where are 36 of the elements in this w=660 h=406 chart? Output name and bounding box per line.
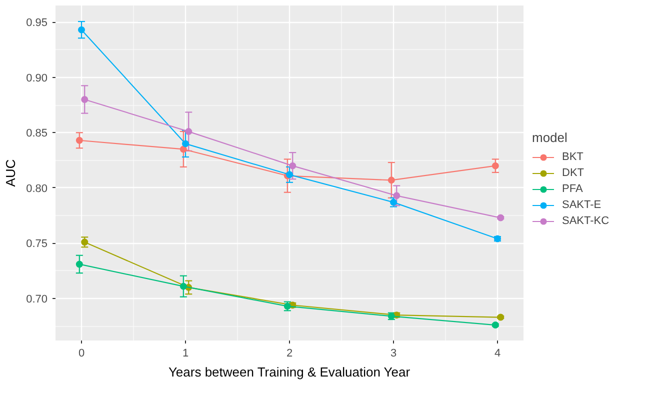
point bbox=[393, 192, 400, 200]
y-tick-label: 0.75 bbox=[26, 238, 48, 250]
point bbox=[180, 282, 187, 290]
point bbox=[182, 140, 189, 148]
y-tick-label: 0.95 bbox=[26, 17, 48, 30]
legend-title: model bbox=[532, 130, 568, 145]
point bbox=[81, 96, 88, 103]
point bbox=[289, 162, 296, 170]
point bbox=[180, 146, 187, 153]
x-tick-label: 0 bbox=[78, 348, 85, 360]
legend-label: BKT bbox=[562, 150, 584, 164]
x-tick-label: 1 bbox=[182, 348, 189, 360]
point bbox=[497, 214, 504, 222]
point bbox=[388, 176, 395, 184]
x-tick-label: 2 bbox=[286, 348, 293, 360]
x-tick-label: 4 bbox=[494, 348, 501, 360]
y-tick-label: 0.85 bbox=[26, 128, 48, 140]
point bbox=[185, 128, 192, 136]
x-tick-label: 3 bbox=[390, 348, 397, 360]
point bbox=[78, 26, 85, 34]
point bbox=[76, 136, 83, 144]
point bbox=[492, 322, 499, 329]
point bbox=[497, 314, 504, 321]
y-tick-label: 0.70 bbox=[26, 293, 48, 306]
point bbox=[76, 260, 83, 268]
y-axis-title: AUC bbox=[3, 159, 18, 187]
y-tick-label: 0.80 bbox=[26, 182, 48, 195]
y-tick-label: 0.90 bbox=[26, 72, 48, 84]
legend-label: PFA bbox=[562, 182, 583, 196]
point bbox=[492, 162, 499, 170]
legend-label: SAKT-E bbox=[562, 198, 602, 212]
point bbox=[286, 171, 293, 178]
legend-label: DKT bbox=[562, 166, 584, 180]
x-axis-title: Years between Training & Evaluation Year bbox=[168, 364, 411, 380]
legend-label: SAKT-KC bbox=[562, 214, 610, 228]
point bbox=[81, 238, 88, 246]
